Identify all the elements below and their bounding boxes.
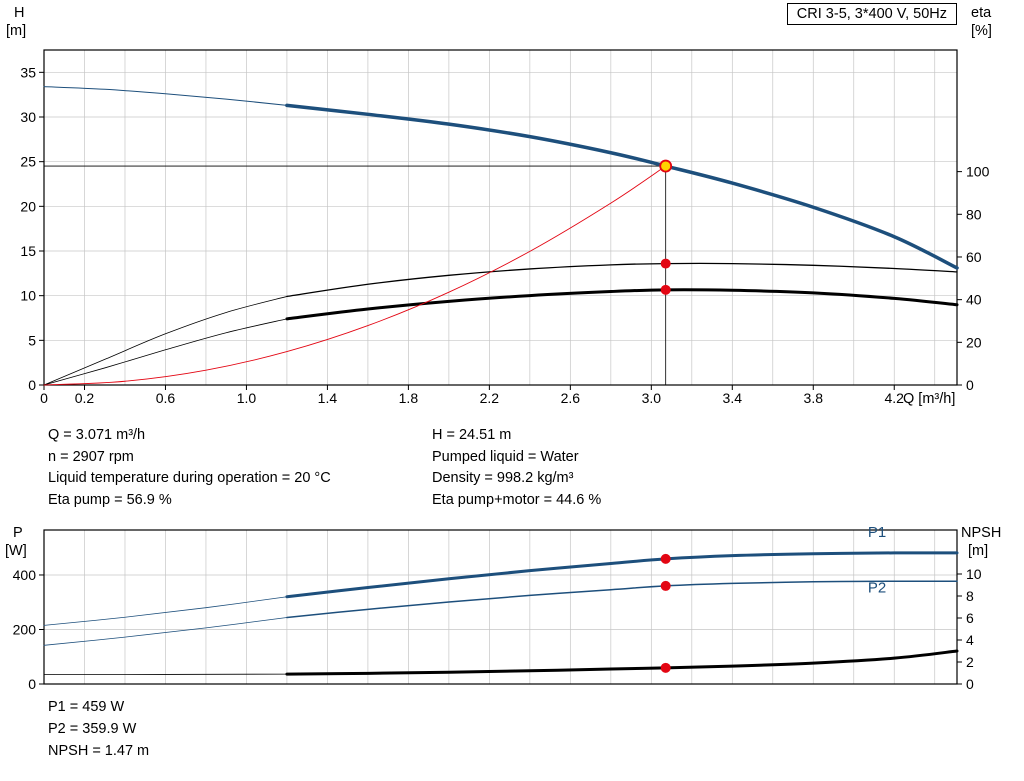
- svg-text:1.8: 1.8: [399, 390, 419, 406]
- svg-text:4: 4: [966, 632, 974, 648]
- svg-text:0: 0: [966, 377, 974, 393]
- head-axis-unit: [m]: [6, 23, 27, 39]
- svg-text:8: 8: [966, 588, 974, 604]
- series-system-curve: [43, 165, 667, 386]
- eta-axis-label: eta: [971, 5, 992, 21]
- svg-text:15: 15: [20, 243, 36, 259]
- svg-text:4.2: 4.2: [885, 390, 905, 406]
- info-head: H = 24.51 m: [432, 427, 512, 443]
- series-pump-curve-lead: [43, 86, 288, 106]
- svg-text:3.4: 3.4: [723, 390, 743, 406]
- flow-axis-label: Q [m³/h]: [903, 391, 956, 407]
- series-pump-curve: [285, 103, 959, 270]
- info-density: Density = 998.2 kg/m³: [432, 470, 574, 486]
- svg-text:3.8: 3.8: [804, 390, 824, 406]
- power-npsh-chart: 0 200 400 0 2 4 6 8 10 P1 P2: [13, 524, 982, 692]
- svg-text:20: 20: [20, 198, 36, 214]
- series-p1-lead: [43, 596, 288, 626]
- curve-marker-dot: [660, 553, 671, 564]
- svg-text:200: 200: [13, 621, 37, 637]
- series-p2-lead: [43, 617, 288, 646]
- series-eta-pump: [286, 262, 958, 298]
- series-label-P2: P2: [868, 579, 886, 596]
- svg-text:2: 2: [966, 654, 974, 670]
- info-p2: P2 = 359.9 W: [48, 721, 137, 737]
- svg-text:2.2: 2.2: [480, 390, 500, 406]
- series-eta-pump-motor: [285, 288, 959, 321]
- svg-text:0.6: 0.6: [156, 390, 176, 406]
- svg-text:30: 30: [20, 109, 36, 125]
- eta-axis-unit: [%]: [971, 23, 992, 39]
- svg-text:20: 20: [966, 334, 982, 350]
- info-eta-pump-motor: Eta pump+motor = 44.6 %: [432, 492, 602, 508]
- npsh-axis-label: NPSH: [961, 525, 1002, 541]
- svg-text:0: 0: [28, 676, 36, 692]
- series-p1: [285, 551, 959, 599]
- svg-text:2.6: 2.6: [561, 390, 581, 406]
- info-npsh: NPSH = 1.47 m: [48, 743, 150, 759]
- svg-text:1.4: 1.4: [318, 390, 338, 406]
- curve-marker-dot: [660, 662, 671, 673]
- info-speed: n = 2907 rpm: [48, 449, 134, 465]
- series-eta-pump-lead: [43, 296, 288, 386]
- series-npsh-lead: [43, 673, 288, 676]
- svg-text:400: 400: [13, 567, 37, 583]
- svg-text:0.2: 0.2: [75, 390, 95, 406]
- svg-text:35: 35: [20, 64, 36, 80]
- series-npsh: [285, 649, 959, 676]
- svg-text:10: 10: [20, 288, 36, 304]
- duty-point[interactable]: [659, 159, 673, 173]
- info-temperature: Liquid temperature during operation = 20…: [48, 470, 331, 486]
- series-label-P1: P1: [868, 524, 886, 541]
- series-p2: [286, 580, 958, 619]
- curve-marker-dot: [660, 258, 671, 269]
- svg-text:100: 100: [966, 164, 990, 180]
- svg-text:6: 6: [966, 610, 974, 626]
- curve-marker-dot: [660, 580, 671, 591]
- svg-text:1.0: 1.0: [237, 390, 257, 406]
- svg-text:0: 0: [966, 676, 974, 692]
- power-axis-unit: [W]: [5, 543, 27, 559]
- curve-marker-dot: [660, 284, 671, 295]
- svg-text:80: 80: [966, 206, 982, 222]
- npsh-axis-unit: [m]: [968, 543, 989, 559]
- svg-text:3.0: 3.0: [642, 390, 662, 406]
- svg-text:0: 0: [40, 390, 48, 406]
- info-flow: Q = 3.071 m³/h: [48, 427, 146, 443]
- info-p1: P1 = 459 W: [48, 699, 125, 715]
- svg-text:40: 40: [966, 292, 982, 308]
- svg-text:10: 10: [966, 566, 982, 582]
- pump-model-title: CRI 3-5, 3*400 V, 50Hz: [786, 3, 957, 25]
- svg-text:60: 60: [966, 249, 982, 265]
- series-eta-pump-motor-lead: [43, 318, 288, 386]
- svg-text:0: 0: [28, 377, 36, 393]
- head-axis-label: H: [14, 5, 25, 21]
- power-axis-label: P: [13, 525, 23, 541]
- svg-text:25: 25: [20, 154, 36, 170]
- head-efficiency-chart: 0 5 10 15 20 25 30 35 0 20 40 60 80 100 0 0.2 0.6 1.0 1.4 1…: [20, 49, 990, 406]
- info-liquid: Pumped liquid = Water: [432, 449, 579, 465]
- info-eta-pump: Eta pump = 56.9 %: [48, 492, 172, 508]
- svg-text:5: 5: [28, 332, 36, 348]
